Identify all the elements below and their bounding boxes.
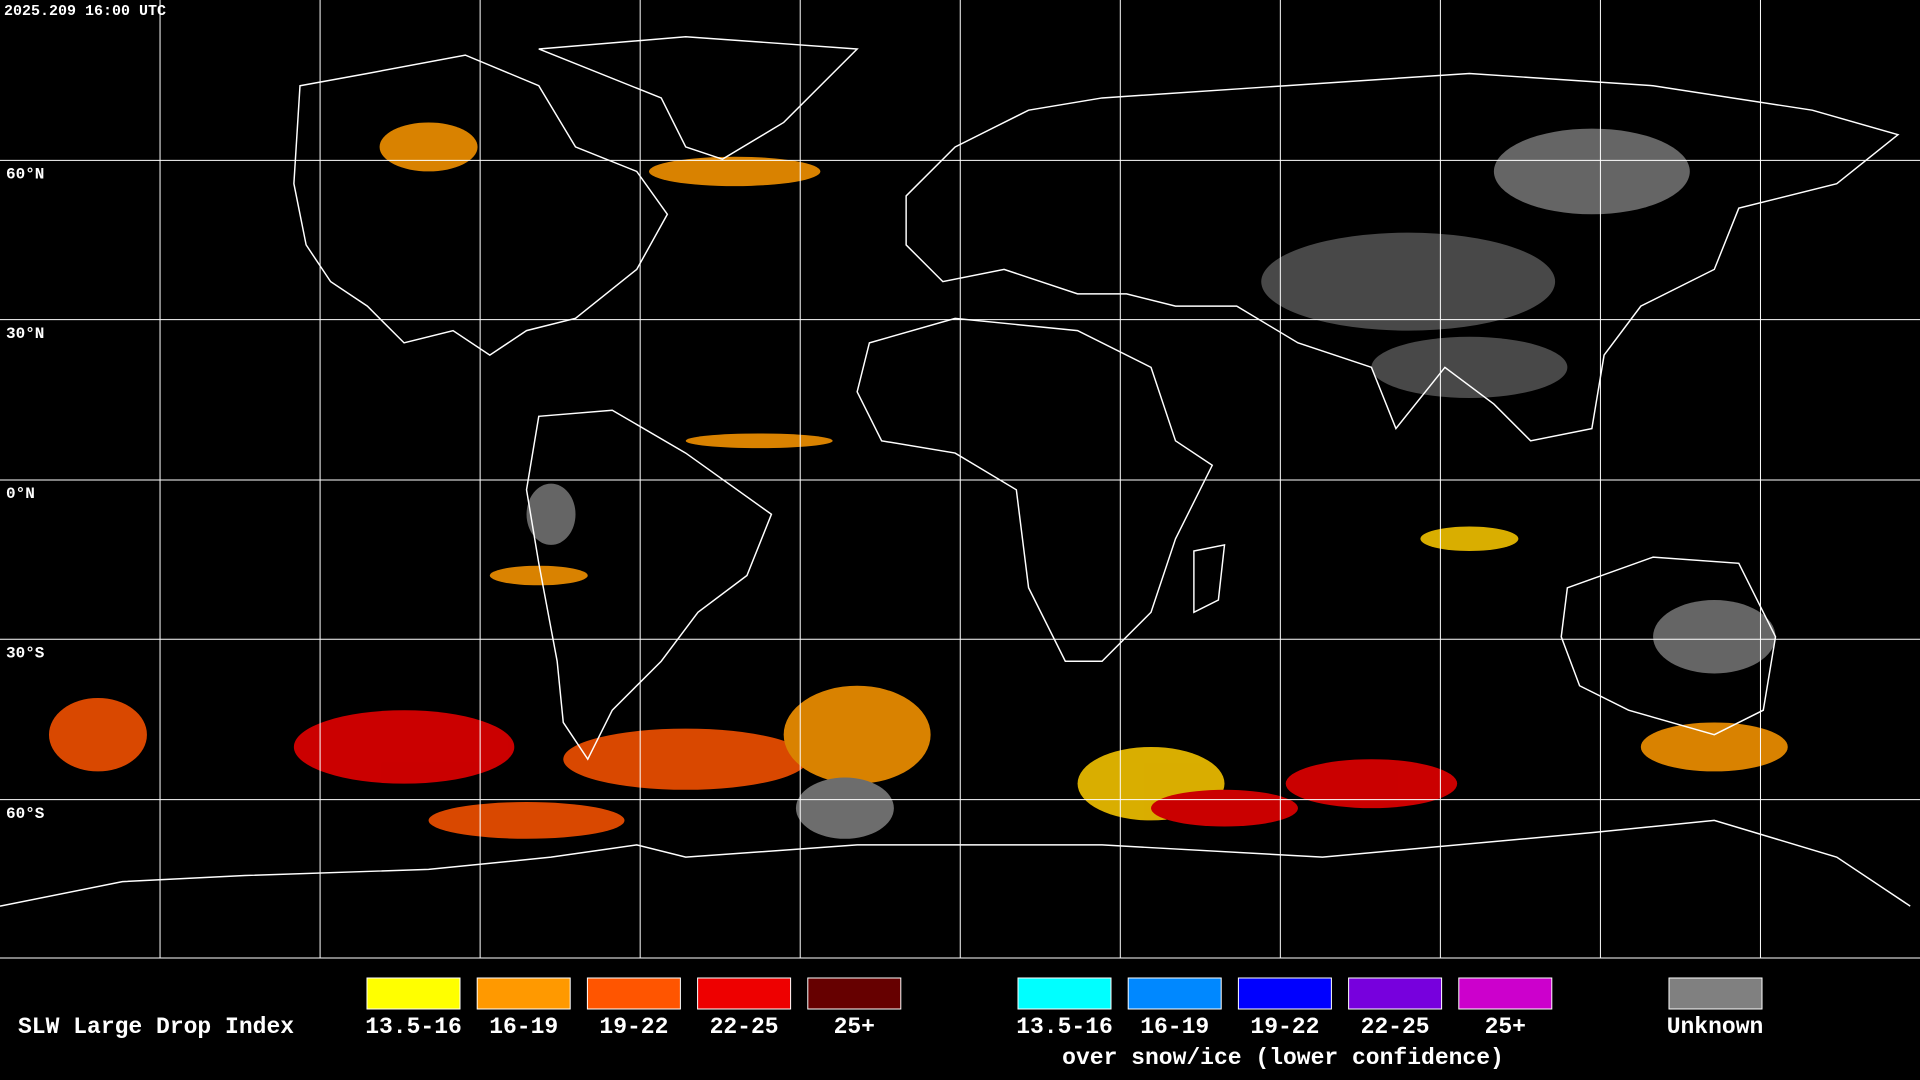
legend-label: 22-25 <box>1361 1014 1430 1040</box>
legend-swatch <box>1668 977 1763 1010</box>
latitude-label: 30°S <box>6 644 45 662</box>
legend: SLW Large Drop Index 13.5-16 16-19 19-22 22… <box>18 977 1764 1071</box>
legend-label: 16-19 <box>1140 1014 1209 1040</box>
coastlines <box>0 35 1911 907</box>
legend-swatch <box>476 977 571 1010</box>
latitude-label: 0°N <box>6 485 35 503</box>
legend-swatch <box>1017 977 1112 1010</box>
legend-label: 19-22 <box>1250 1014 1319 1040</box>
legend-swatch <box>586 977 681 1010</box>
map <box>0 0 1920 959</box>
map-layer <box>0 35 1911 907</box>
legend-label: Unknown <box>1667 1014 1764 1040</box>
legend-swatch <box>366 977 461 1010</box>
latitude-label: 60°S <box>6 805 45 823</box>
legend-swatch <box>1127 977 1222 1010</box>
legend-swatch <box>1348 977 1443 1010</box>
legend-label: 22-25 <box>710 1014 779 1040</box>
latitude-label: 60°N <box>6 166 44 184</box>
latitude-labels: 60°N 30°N 0°N 30°S 60°S <box>6 166 45 823</box>
timestamp: 2025.209 16:00 UTC <box>4 3 166 20</box>
legend-label: 25+ <box>834 1014 875 1040</box>
legend-swatch <box>1237 977 1332 1010</box>
cloud-field <box>48 122 1788 839</box>
legend-swatch <box>697 977 792 1010</box>
legend-caption: over snow/ice (lower confidence) <box>1062 1045 1504 1071</box>
legend-label: 13.5-16 <box>1016 1014 1113 1040</box>
legend-label: 25+ <box>1485 1014 1526 1040</box>
graticule <box>0 0 1920 959</box>
legend-label: 13.5-16 <box>365 1014 462 1040</box>
legend-swatch <box>1458 977 1553 1010</box>
latitude-label: 30°N <box>6 325 44 343</box>
legend-label: 16-19 <box>489 1014 558 1040</box>
legend-label: 19-22 <box>599 1014 668 1040</box>
legend-swatch <box>807 977 902 1010</box>
legend-title: SLW Large Drop Index <box>18 1014 294 1040</box>
